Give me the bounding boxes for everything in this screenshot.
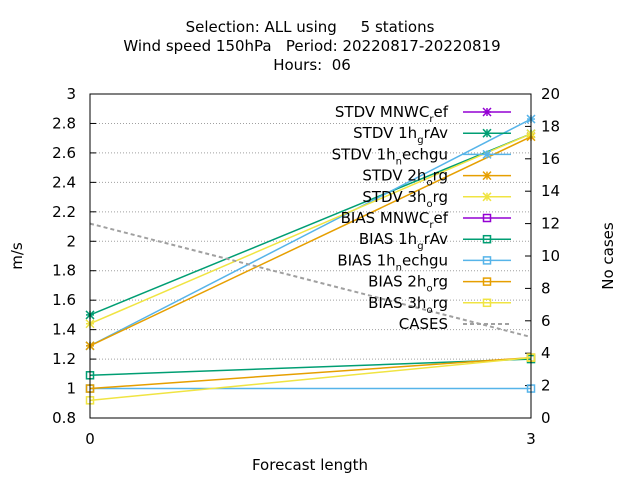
y2-tick-label: 20 [541,85,560,103]
chart-title: Selection: ALL using 5 stations Wind spe… [123,18,500,74]
y-tick-label: 1.6 [52,291,76,309]
series-line-cases [89,222,532,338]
legend-label: STDV 3horg [362,188,448,210]
y2-tick-label: 0 [541,409,551,427]
series-line-bias-3h-o-rg [89,356,532,402]
legend-label: BIAS MNWCref [341,209,449,231]
legend-entry-stdv-mnwc-r-ef: STDV MNWCref [335,103,511,125]
y-tick-label: 2.4 [52,173,76,191]
gridlines [90,122,531,390]
series-line-stdv-2h-o-rg [89,136,532,347]
legend-marker [482,256,492,265]
legend-entry-bias-mnwc-r-ef: BIAS MNWCref [341,209,511,231]
y-tick-label: 2 [66,232,76,250]
y-tick-label: 1.2 [52,350,76,368]
legend-entry-bias-2h-o-rg: BIAS 2horg [368,273,511,295]
y-tick-label: 2.8 [52,114,76,132]
legend-label: BIAS 2horg [368,273,448,295]
x-tick-label: 0 [85,430,95,448]
y2-tick-label: 16 [541,150,560,168]
series-stdv-1h-n-echgu [85,114,536,351]
legend-entry-bias-1h-g-rav: BIAS 1hgrAv [359,230,511,252]
y2-axis-label: No cases [599,222,617,290]
y2-tick-label: 2 [541,377,551,395]
title-line-1: Selection: ALL using 5 stations [186,18,435,36]
series-line-bias-2h-o-rg [89,356,532,390]
legend-label: BIAS 1hgrAv [359,230,448,252]
x-tick-label: 3 [526,430,536,448]
legend-entry-bias-1h-n-echgu: BIAS 1hnechgu [337,251,511,273]
legend-label: STDV 1hnechgu [332,145,448,167]
series-line-stdv-1h-g-rav [89,133,532,316]
series-cases [89,222,532,338]
series-line-stdv-1h-n-echgu [89,118,532,347]
y2-tick-label: 4 [541,344,551,362]
y2-tick-label: 10 [541,247,560,265]
y-tick-label: 2.2 [52,203,76,221]
series-layer [85,114,536,405]
y2-tick-label: 18 [541,117,560,135]
title-line-2: Wind speed 150hPa Period: 20220817-20220… [123,37,500,55]
y-tick-label: 2.6 [52,144,76,162]
legend-label: STDV MNWCref [335,103,449,125]
legend-entry-cases: CASES [399,315,511,333]
legend-marker [482,171,492,181]
legend-marker [482,213,492,223]
legend-label: BIAS 1hnechgu [337,251,448,273]
legend-label: STDV 1hgrAv [353,124,448,146]
legend-entry-stdv-1h-n-echgu: STDV 1hnechgu [332,145,511,167]
y2-tick-label: 14 [541,182,560,200]
legend-marker [482,192,492,202]
legend-entry-stdv-2h-o-rg: STDV 2horg [362,167,511,189]
series-bias-1h-n-echgu [85,384,536,393]
legend-label: CASES [399,315,448,333]
y2-tick-label: 6 [541,312,551,330]
y-tick-label: 3 [66,85,76,103]
x-axis-label: Forecast length [252,456,368,474]
y-tick-label: 1 [66,380,76,398]
y-tick-label: 1.8 [52,262,76,280]
legend-entry-stdv-1h-g-rav: STDV 1hgrAv [353,124,511,146]
title-line-3: Hours: 06 [273,56,351,74]
y-tick-label: 1.4 [52,321,76,339]
legend-marker [482,149,492,159]
legend-marker [482,298,492,308]
legend-marker [482,277,492,286]
series-line-bias-1h-g-rav [89,358,532,377]
plot-frame [89,93,532,419]
y2-tick-label: 8 [541,279,551,297]
y-tick-label: 0.8 [52,409,76,427]
series-line-stdv-3h-o-rg [89,133,532,325]
series-stdv-1h-g-rav [85,129,536,320]
y2-tick-label: 12 [541,215,560,233]
legend-marker [482,107,492,117]
y-axis-label: m/s [8,242,26,270]
legend-marker [482,128,492,138]
legend-marker [482,234,492,244]
y-axis-ticks: 0.8 1 1.2 1.4 1.6 1.8 2 2.2 2.4 2.6 2.8 3 [52,85,96,427]
